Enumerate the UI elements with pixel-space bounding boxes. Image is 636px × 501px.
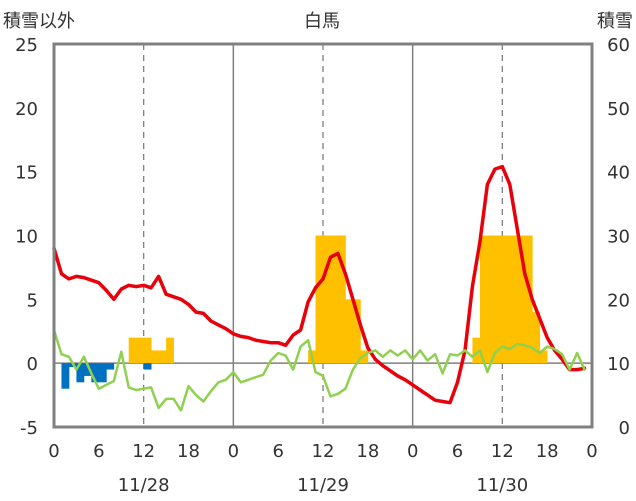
snowfall-bar (315, 235, 324, 364)
snowfall-bar (517, 235, 526, 364)
right-tick-label: 50 (607, 99, 630, 120)
snowfall-bar (136, 337, 145, 364)
snowfall-bar (479, 235, 488, 364)
precipitation-bar (98, 363, 107, 383)
right-tick-label: 20 (607, 290, 630, 311)
plot-frame (52, 42, 594, 429)
left-tick-label: 10 (15, 227, 38, 248)
x-tick-label: 6 (93, 441, 104, 462)
bars (61, 235, 548, 389)
snowfall-bar (539, 350, 548, 364)
x-tick-label: 0 (228, 441, 239, 462)
wind-line (52, 328, 586, 412)
left-tick-label: 0 (27, 354, 38, 375)
x-tick-label: 0 (586, 441, 597, 462)
x-tick-labels: 0 6 12 18 0 6 12 18 0 6 12 18 0 (48, 441, 597, 462)
right-tick-label: 60 (607, 35, 630, 56)
date-label: 11/30 (476, 475, 528, 496)
snowfall-bar (532, 312, 541, 364)
snowfall-bar (323, 235, 331, 364)
right-tick-label: 30 (607, 227, 630, 248)
x-tick-label: 18 (536, 441, 559, 462)
snowfall-bar (472, 337, 481, 364)
chart-title: 白馬 (304, 11, 340, 32)
snowfall-bar (337, 235, 346, 364)
snowfall-bar (143, 337, 152, 364)
x-tick-label: 6 (272, 441, 283, 462)
left-tick-label: -5 (20, 418, 38, 439)
snowfall-bar (128, 337, 137, 364)
right-tick-labels: 60 50 40 30 20 10 0 (607, 35, 630, 439)
left-tick-label: 5 (27, 290, 38, 311)
snowfall-bar (524, 235, 533, 364)
x-tick-label: 12 (491, 441, 514, 462)
precipitation-bar (76, 363, 85, 383)
date-labels: 11/28 11/29 11/30 (118, 475, 529, 496)
temperature-line (52, 164, 587, 405)
left-tick-labels: 25 20 15 10 5 0 -5 (15, 35, 38, 439)
snowfall-bar (487, 235, 496, 364)
snowfall-bar (494, 235, 503, 364)
snowfall-bar (330, 235, 339, 364)
precipitation-bar (106, 363, 115, 370)
x-tick-label: 12 (312, 441, 335, 462)
right-tick-label: 0 (619, 418, 630, 439)
left-axis-label: 積雪以外 (3, 11, 75, 32)
snowfall-bar (151, 350, 160, 364)
precipitation-bar (91, 363, 100, 383)
date-label: 11/28 (118, 475, 170, 496)
right-tick-label: 40 (607, 163, 630, 184)
snowfall-bar (158, 350, 167, 364)
x-tick-label: 0 (48, 441, 59, 462)
x-tick-label: 6 (452, 441, 463, 462)
date-label: 11/29 (297, 475, 349, 496)
snowfall-bar (166, 337, 174, 364)
snowfall-bar (502, 235, 511, 364)
precipitation-bar (143, 363, 152, 370)
left-tick-label: 25 (15, 35, 38, 56)
left-tick-label: 15 (15, 163, 38, 184)
right-axis-label: 積雪 (597, 11, 633, 32)
x-tick-label: 12 (132, 441, 155, 462)
x-tick-label: 0 (407, 441, 418, 462)
right-tick-label: 10 (607, 354, 630, 375)
left-tick-label: 20 (15, 99, 38, 120)
x-tick-label: 18 (177, 441, 200, 462)
snowfall-bar (509, 235, 518, 364)
precipitation-bar (61, 363, 70, 389)
x-tick-label: 18 (356, 441, 379, 462)
snowfall-bar (352, 299, 361, 364)
snowfall-bar (345, 299, 354, 364)
precipitation-bar (83, 363, 92, 376)
